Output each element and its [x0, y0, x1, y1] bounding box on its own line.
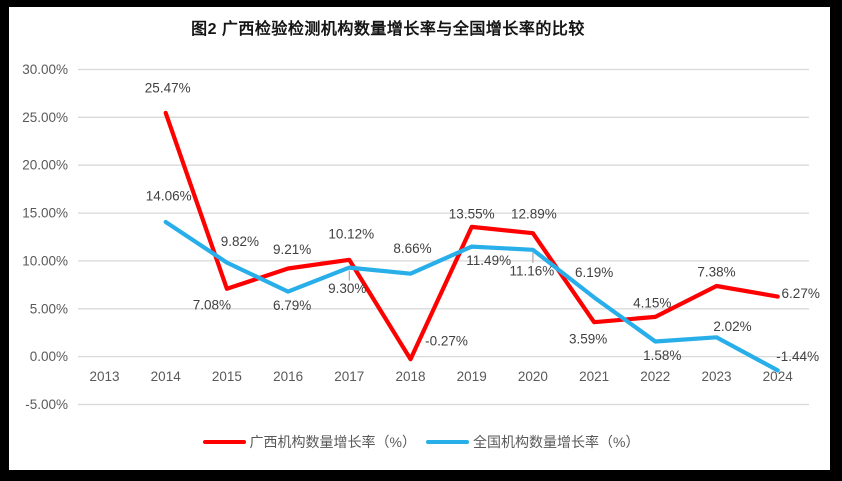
x-tick-label: 2017	[334, 369, 364, 384]
x-tick-label: 2016	[273, 369, 303, 384]
data-label: 7.08%	[193, 297, 231, 312]
data-label: 9.21%	[273, 242, 311, 257]
data-label: 6.19%	[575, 265, 613, 280]
x-tick-label: 2021	[579, 369, 609, 384]
data-label: 14.06%	[146, 189, 192, 204]
chart-canvas: 图2 广西检验检测机构数量增长率与全国增长率的比较	[9, 7, 830, 470]
legend-line-swatch-national	[426, 440, 469, 444]
y-tick-label: 5.00%	[30, 301, 68, 316]
y-tick-label: 25.00%	[22, 110, 68, 125]
legend-line-swatch-guangxi	[202, 440, 246, 444]
data-label: 10.12%	[328, 226, 374, 241]
x-tick-label: 2020	[518, 369, 548, 384]
legend: 广西机构数量增长率（%） 全国机构数量增长率（%）	[0, 432, 842, 452]
data-label: 3.59%	[569, 332, 607, 347]
data-label: 13.55%	[449, 206, 495, 221]
data-label: 2.02%	[713, 319, 751, 334]
legend-item-guangxi: 广西机构数量增长率（%）	[202, 432, 416, 452]
y-tick-label: 10.00%	[22, 253, 68, 268]
x-tick-label: 2019	[457, 369, 487, 384]
x-tick-label: 2013	[89, 369, 119, 384]
y-tick-label: 30.00%	[22, 62, 68, 77]
data-label: 11.16%	[510, 263, 555, 278]
data-label: 7.38%	[697, 265, 735, 280]
data-label: 9.30%	[328, 281, 366, 296]
data-label: -0.27%	[425, 334, 468, 349]
chart-title: 图2 广西检验检测机构数量增长率与全国增长率的比较	[191, 21, 585, 38]
y-tick-label: -5.00%	[25, 397, 68, 412]
legend-item-national: 全国机构数量增长率（%）	[426, 432, 639, 452]
data-label: 12.89%	[511, 207, 557, 222]
data-label: -1.44%	[776, 349, 819, 364]
x-tick-label: 2015	[212, 369, 242, 384]
data-label: 9.82%	[221, 234, 259, 249]
y-tick-label: 20.00%	[22, 158, 68, 173]
x-tick-label: 2018	[395, 369, 425, 384]
legend-label-national: 全国机构数量增长率（%）	[473, 434, 640, 450]
data-label: 1.58%	[643, 348, 681, 363]
x-tick-label: 2014	[151, 369, 182, 384]
data-label: 25.47%	[145, 80, 191, 95]
x-tick-label: 2023	[701, 369, 731, 384]
data-label: 11.49%	[466, 253, 511, 268]
x-tick-label: 2024	[763, 369, 794, 384]
y-tick-label: 0.00%	[30, 349, 68, 364]
legend-label-guangxi: 广西机构数量增长率（%）	[249, 434, 416, 450]
x-tick-label: 2022	[640, 369, 670, 384]
series-line-guangxi	[163, 110, 780, 362]
data-label: 6.27%	[782, 286, 820, 301]
series-line-national	[163, 219, 780, 373]
data-label: 4.15%	[633, 295, 671, 310]
data-label: 6.79%	[273, 298, 311, 313]
y-tick-label: 15.00%	[22, 206, 68, 221]
data-label: 8.66%	[393, 241, 431, 256]
